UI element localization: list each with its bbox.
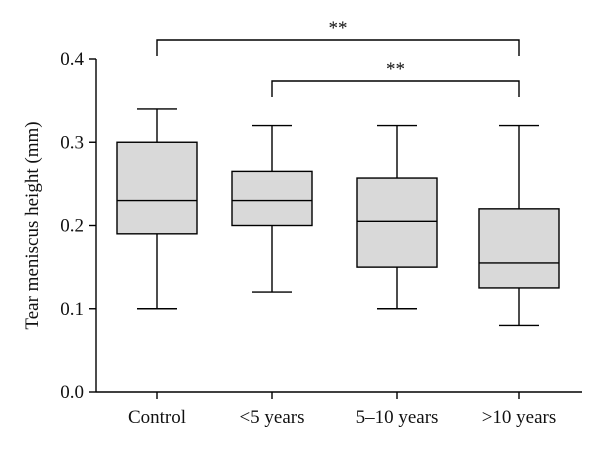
significance-label: ** — [329, 18, 348, 39]
y-tick-label: 0.4 — [60, 49, 84, 70]
y-axis-label: Tear meniscus height (mm) — [22, 121, 43, 329]
box-group — [116, 108, 198, 310]
box-iqr — [478, 208, 560, 289]
significance-bracket — [271, 80, 520, 97]
y-tick-label: 0.1 — [60, 299, 84, 320]
box-iqr — [356, 177, 438, 268]
y-ticks: 0.0 0.1 0.2 0.3 0.4 — [60, 49, 96, 403]
significance-brackets: ** ** — [156, 18, 520, 97]
box-group — [478, 124, 560, 327]
significance-label: ** — [386, 59, 405, 80]
box-iqr — [116, 141, 198, 235]
y-tick-label: 0.0 — [60, 382, 84, 403]
boxes — [116, 108, 560, 327]
x-tick-label: Control — [128, 407, 186, 428]
y-tick-label: 0.3 — [60, 132, 84, 153]
x-tick-label: >10 years — [482, 407, 557, 428]
y-tick-label: 0.2 — [60, 216, 84, 237]
x-tick-label: 5–10 years — [356, 407, 439, 428]
box-group — [356, 124, 438, 310]
significance-bracket — [156, 39, 520, 56]
x-ticks: Control <5 years 5–10 years >10 years — [128, 392, 556, 428]
box-iqr — [231, 170, 313, 227]
box-group — [231, 124, 313, 293]
x-tick-label: <5 years — [239, 407, 304, 428]
